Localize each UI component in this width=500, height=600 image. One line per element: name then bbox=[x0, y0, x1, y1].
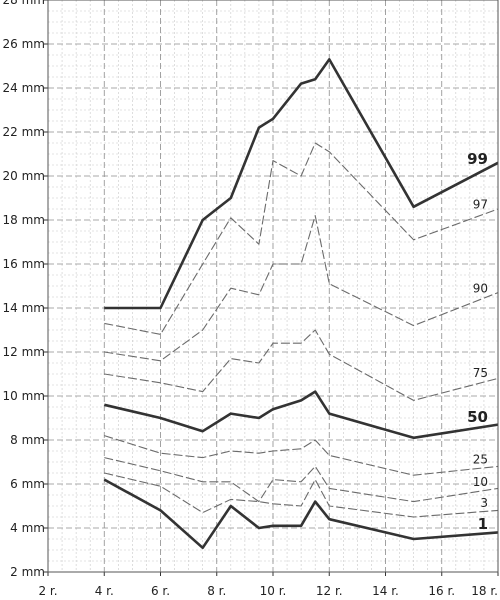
y-tick-label: 12 mm bbox=[3, 345, 45, 359]
series-line-p97 bbox=[104, 142, 499, 335]
series-label-p97: 97 bbox=[473, 198, 488, 212]
y-tick-label: 14 mm bbox=[3, 301, 45, 315]
series-line-p50 bbox=[104, 390, 499, 440]
y-tick-label: 8 mm bbox=[10, 433, 45, 447]
y-tick-label: 16 mm bbox=[3, 257, 45, 271]
x-tick-label: 8 r. bbox=[207, 584, 226, 598]
series-label-p50: 50 bbox=[467, 408, 488, 426]
series-line-p10 bbox=[104, 457, 499, 503]
y-tick-label: 26 mm bbox=[3, 37, 45, 51]
series-line-p99 bbox=[104, 58, 499, 310]
y-tick-label: 20 mm bbox=[3, 169, 45, 183]
y-tick-label: 24 mm bbox=[3, 81, 45, 95]
x-tick-label: 6 r. bbox=[151, 584, 170, 598]
series-labels: 99 97 90 75 50 25 10 3 1 bbox=[467, 150, 488, 533]
x-axis: 2 r. 4 r. 6 r. 8 r. 10 r. 12 r. 14 r. 16 r. 18 r… bbox=[38, 572, 499, 598]
series-line-p1 bbox=[103, 478, 499, 550]
y-tick-label: 28 mm bbox=[3, 0, 45, 7]
x-tick-label: 18 r. bbox=[471, 584, 498, 598]
series-label-p3: 3 bbox=[480, 496, 488, 510]
series-label-p1: 1 bbox=[478, 515, 488, 533]
x-tick-label: 14 r. bbox=[372, 584, 399, 598]
series-label-p75: 75 bbox=[473, 366, 488, 380]
y-tick-label: 2 mm bbox=[10, 565, 45, 579]
series-label-p25: 25 bbox=[473, 452, 488, 466]
series-line-p3 bbox=[104, 472, 499, 518]
y-tick-label: 10 mm bbox=[3, 389, 45, 403]
x-tick-label: 10 r. bbox=[260, 584, 287, 598]
series-line-p90 bbox=[104, 215, 499, 362]
x-tick-label: 12 r. bbox=[316, 584, 343, 598]
series-line-p25 bbox=[104, 435, 499, 476]
series-line-p75 bbox=[104, 329, 499, 401]
percentile-series bbox=[103, 58, 499, 550]
y-tick-label: 6 mm bbox=[10, 477, 45, 491]
plot-frame bbox=[47, 0, 499, 573]
x-tick-label: 4 r. bbox=[95, 584, 114, 598]
y-tick-label: 18 mm bbox=[3, 213, 45, 227]
y-tick-label: 22 mm bbox=[3, 125, 45, 139]
series-label-p90: 90 bbox=[473, 282, 488, 296]
x-tick-label: 16 r. bbox=[428, 584, 455, 598]
series-label-p10: 10 bbox=[473, 475, 488, 489]
x-tick-label: 2 r. bbox=[38, 584, 57, 598]
y-tick-label: 4 mm bbox=[10, 521, 45, 535]
series-label-p99: 99 bbox=[467, 150, 488, 168]
y-axis: 2 mm 4 mm 6 mm 8 mm 10 mm 12 mm 14 mm 16 mm 18 m… bbox=[3, 0, 48, 579]
